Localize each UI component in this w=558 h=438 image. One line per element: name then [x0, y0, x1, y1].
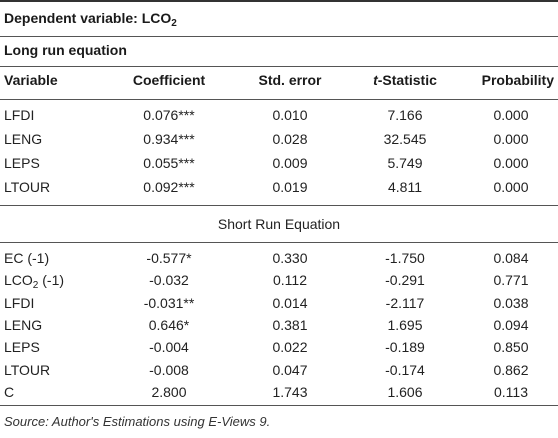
cell-std-error: 0.019 [272, 179, 308, 195]
col-coefficient: Coefficient [132, 72, 206, 88]
column-header-row: Variable Coefficient Std. error t-Statis… [0, 72, 558, 92]
cell-probability: 0.771 [493, 272, 529, 289]
table-row: C 2.800 1.743 1.606 0.113 [0, 384, 558, 404]
table-row: LTOUR -0.008 0.047 -0.174 0.862 [0, 362, 558, 382]
cell-probability: 0.000 [493, 179, 529, 195]
cell-variable-subscript: 2 [32, 280, 39, 292]
cell-coefficient: 0.076*** [143, 107, 195, 123]
table-row: LENG 0.646* 0.381 1.695 0.094 [0, 317, 558, 337]
cell-std-error: 0.028 [272, 131, 308, 147]
long-run-heading-rule [0, 66, 558, 67]
cell-variable: LFDI [4, 294, 35, 311]
cell-variable: LTOUR [4, 361, 51, 378]
cell-probability: 0.113 [494, 383, 528, 400]
col-t-statistic: t-Statistic [346, 72, 464, 88]
table-row: LFDI 0.076*** 0.010 7.166 0.000 [0, 107, 558, 127]
cell-std-error: 0.014 [272, 294, 308, 311]
cell-probability: 0.038 [493, 294, 529, 311]
cell-coefficient: -0.008 [149, 361, 189, 378]
table-row: LTOUR 0.092*** 0.019 4.811 0.000 [0, 179, 558, 199]
cell-probability: 0.000 [493, 107, 529, 123]
source-note: Source: Author's Estimations using E-Vie… [4, 414, 271, 429]
table-title-text: Dependent variable: LCO [4, 10, 172, 26]
cell-variable-base: LCO [4, 272, 33, 289]
cell-variable: LEPS [4, 155, 40, 171]
cell-t-statistic: 1.606 [387, 383, 423, 400]
cell-t-statistic: -1.750 [385, 250, 425, 266]
cell-coefficient: 0.646* [148, 316, 190, 333]
cell-variable: LCO2 (-1) [4, 272, 65, 292]
cell-coefficient: 2.800 [151, 383, 187, 400]
cell-coefficient: 0.934*** [143, 131, 195, 147]
cell-std-error: 1.743 [272, 383, 308, 400]
cell-coefficient: 0.055*** [143, 155, 195, 171]
cell-coefficient: -0.004 [149, 339, 189, 356]
top-rule [0, 0, 558, 2]
table-title-subscript: 2 [171, 18, 177, 29]
bottom-rule [0, 405, 558, 406]
cell-t-statistic: 7.166 [387, 107, 423, 123]
col-variable: Variable [4, 72, 58, 88]
cell-t-statistic: 32.545 [383, 131, 427, 147]
long-run-heading: Long run equation [4, 42, 127, 58]
cell-variable: EC (-1) [4, 250, 50, 266]
cell-coefficient: -0.577* [146, 250, 192, 266]
cell-variable-suffix: (-1) [38, 272, 65, 289]
cell-std-error: 0.022 [272, 339, 308, 356]
cell-probability: 0.862 [493, 361, 529, 378]
col-t-italic: t [373, 72, 378, 88]
cell-t-statistic: -0.174 [385, 361, 425, 378]
title-rule [0, 36, 558, 37]
cell-variable: LFDI [4, 107, 35, 123]
cell-variable: LENG [4, 131, 43, 147]
cell-t-statistic: -0.189 [385, 339, 425, 356]
table-row: LFDI -0.031** 0.014 -2.117 0.038 [0, 295, 558, 315]
column-header-rule [0, 99, 558, 100]
cell-t-statistic: -0.291 [385, 272, 425, 289]
table-title: Dependent variable: LCO2 [4, 10, 177, 29]
cell-coefficient: -0.032 [149, 272, 189, 289]
cell-t-statistic: 4.811 [388, 179, 422, 195]
cell-t-statistic: -2.117 [385, 294, 425, 311]
cell-variable: LEPS [4, 339, 40, 356]
table-row: LEPS -0.004 0.022 -0.189 0.850 [0, 339, 558, 359]
cell-variable: C [4, 383, 15, 400]
col-t-rest: -Statistic [377, 72, 437, 88]
cell-std-error: 0.330 [272, 250, 308, 266]
cell-probability: 0.094 [493, 316, 529, 333]
cell-std-error: 0.010 [272, 107, 308, 123]
cell-std-error: 0.009 [272, 155, 308, 171]
table-row: LEPS 0.055*** 0.009 5.749 0.000 [0, 155, 558, 175]
cell-std-error: 0.112 [273, 272, 307, 289]
cell-probability: 0.000 [493, 155, 529, 171]
table-row: EC (-1) -0.577* 0.330 -1.750 0.084 [0, 250, 558, 270]
short-run-heading-rule [0, 242, 558, 243]
cell-probability: 0.850 [493, 339, 529, 356]
cell-coefficient: 0.092*** [143, 179, 195, 195]
col-probability: Probability [481, 72, 554, 88]
cell-probability: 0.000 [493, 131, 529, 147]
cell-probability: 0.084 [493, 250, 529, 266]
cell-coefficient: -0.031** [143, 294, 195, 311]
cell-variable: LENG [4, 316, 43, 333]
cell-std-error: 0.381 [272, 316, 308, 333]
cell-t-statistic: 1.695 [387, 316, 423, 333]
cell-std-error: 0.047 [272, 361, 308, 378]
table-row: LCO2 (-1) -0.032 0.112 -0.291 0.771 [0, 272, 558, 292]
cell-t-statistic: 5.749 [387, 155, 423, 171]
long-run-end-rule [0, 205, 558, 206]
short-run-heading: Short Run Equation [217, 216, 341, 232]
table-row: LENG 0.934*** 0.028 32.545 0.000 [0, 131, 558, 151]
col-std-error: Std. error [258, 72, 322, 88]
cell-variable: LTOUR [4, 179, 51, 195]
